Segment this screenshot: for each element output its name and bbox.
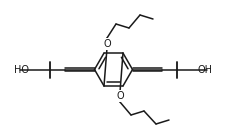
Text: O: O: [116, 91, 124, 101]
Text: OH: OH: [198, 64, 213, 75]
Text: O: O: [103, 39, 111, 49]
Text: HO: HO: [14, 64, 29, 75]
